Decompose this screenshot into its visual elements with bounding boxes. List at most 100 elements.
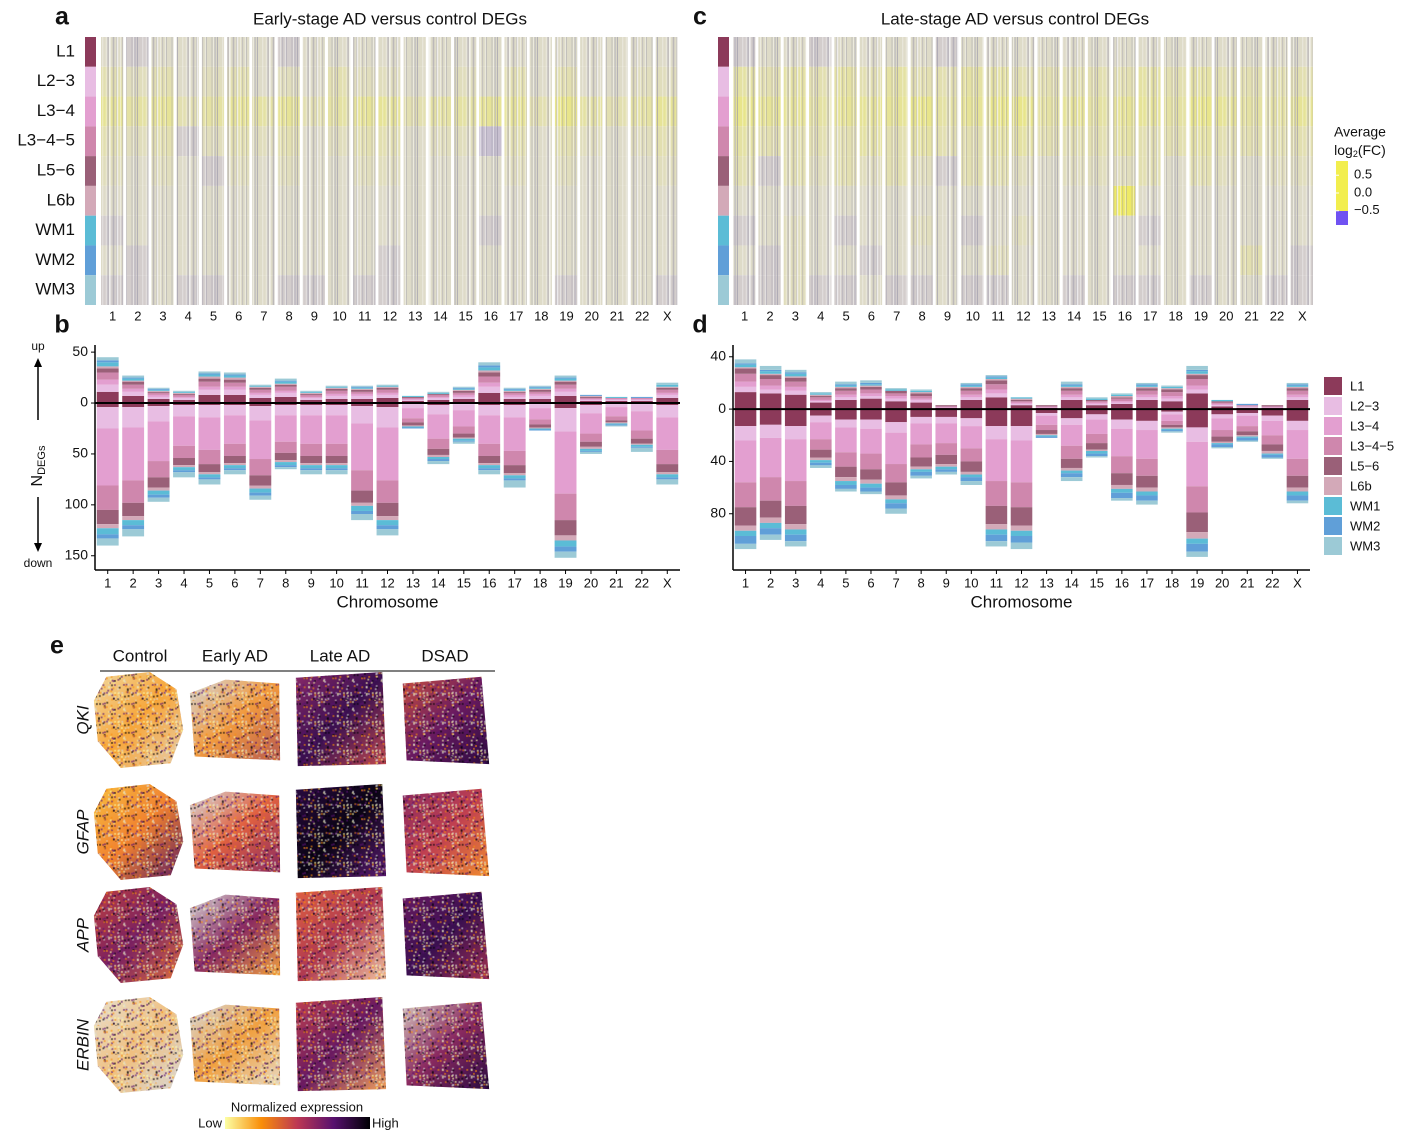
row-color	[718, 126, 729, 156]
bar-segment	[300, 392, 322, 393]
bar-segment	[1111, 420, 1133, 429]
bar-segment	[351, 503, 373, 506]
texture	[1139, 37, 1161, 305]
bar-segment	[1262, 435, 1284, 444]
bar-segment	[1236, 435, 1258, 436]
bar-segment	[97, 368, 119, 372]
texture	[1088, 37, 1110, 305]
bar-segment	[810, 393, 832, 394]
bar-segment	[1236, 406, 1258, 407]
panel-letter: e	[50, 632, 64, 660]
bar-segment	[504, 391, 526, 392]
tissue-texture	[190, 680, 280, 761]
bar-segment	[504, 478, 526, 480]
bar-segment	[1211, 418, 1233, 430]
bar-segment	[1036, 405, 1058, 406]
bar-segment	[986, 524, 1008, 529]
bar-segment	[910, 472, 932, 476]
bar-segment	[275, 382, 297, 384]
bar-segment	[935, 423, 957, 443]
bar-segment	[122, 389, 144, 392]
bar-segment	[173, 395, 195, 397]
bar-segment	[504, 473, 526, 475]
bar-segment	[605, 400, 627, 401]
bar-segment	[351, 386, 373, 387]
texture	[378, 37, 400, 305]
bar-segment	[122, 385, 144, 389]
bar-segment	[1287, 391, 1309, 395]
texture	[961, 37, 983, 305]
x-tick-label: 15	[1092, 308, 1106, 323]
x-tick-label: 4	[817, 575, 824, 590]
legend-swatch	[1324, 477, 1342, 495]
bar-segment	[1061, 395, 1083, 398]
texture	[1240, 37, 1262, 305]
texture	[227, 37, 249, 305]
x-tick-label: 21	[610, 308, 624, 323]
bar-segment	[478, 468, 500, 470]
bar-segment	[148, 393, 170, 395]
x-tick-label: X	[1293, 575, 1302, 590]
bar-segment	[910, 469, 932, 472]
bar-segment	[735, 363, 757, 364]
bar-segment	[529, 386, 551, 387]
x-tick-label: 3	[792, 575, 799, 590]
bar-segment	[224, 470, 246, 474]
x-tick-label: 13	[406, 575, 420, 590]
bar-segment	[631, 447, 653, 448]
bar-segment	[377, 520, 399, 525]
bar-segment	[326, 468, 348, 470]
bar-segment	[275, 379, 297, 381]
bar-segment	[275, 385, 297, 387]
bar-segment	[326, 456, 348, 463]
bar-segment	[249, 489, 271, 493]
bar-segment	[555, 376, 577, 378]
panel-letter: c	[693, 3, 707, 31]
x-tick-label: 19	[558, 575, 572, 590]
bar-segment	[1086, 443, 1108, 450]
bar-segment	[148, 392, 170, 393]
x-tick-label: 14	[1067, 308, 1081, 323]
x-tick-label: 12	[1016, 308, 1030, 323]
bar-segment	[1111, 393, 1133, 394]
bar-segment	[1036, 413, 1058, 416]
bar-segment	[1061, 473, 1083, 477]
bar-segment	[1111, 403, 1133, 404]
legend-swatch	[1324, 437, 1342, 455]
bar-segment	[1161, 392, 1183, 396]
bar-segment	[377, 427, 399, 480]
bar-segment	[555, 396, 577, 403]
bar-segment	[656, 395, 678, 398]
panel-letter: d	[692, 311, 707, 339]
bar-segment	[1262, 405, 1284, 406]
x-tick-label: 17	[1143, 308, 1157, 323]
bar-segment	[224, 405, 246, 415]
x-tick-label: 2	[134, 308, 141, 323]
bar-segment	[785, 370, 807, 373]
bar-segment	[910, 392, 932, 393]
bar-segment	[1161, 387, 1183, 388]
bar-segment	[326, 387, 348, 388]
bar-segment	[1287, 459, 1309, 476]
bar-segment	[1211, 405, 1233, 406]
bar-segment	[122, 381, 144, 382]
bar-segment	[885, 422, 907, 432]
bar-segment	[97, 485, 119, 509]
x-tick-label: 20	[1215, 575, 1229, 590]
bar-segment	[1186, 366, 1208, 370]
x-tick-label: 2	[130, 575, 137, 590]
texture	[530, 37, 552, 305]
row-color	[85, 216, 96, 246]
bar-segment	[1086, 454, 1108, 457]
bar-segment	[224, 390, 246, 395]
bar-segment	[1136, 383, 1158, 384]
bar-segment	[1236, 437, 1258, 438]
bar-segment	[1186, 532, 1208, 539]
bar-segment	[605, 404, 627, 407]
bar-segment	[249, 393, 271, 395]
bar-segment	[1036, 434, 1058, 435]
bar-segment	[275, 391, 297, 393]
bar-segment	[275, 442, 297, 453]
texture	[1215, 37, 1237, 305]
bar-segment	[529, 389, 551, 390]
